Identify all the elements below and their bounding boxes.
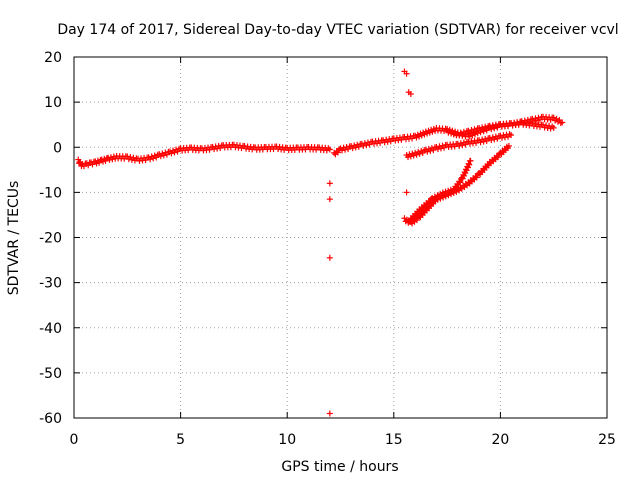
- data-point: [430, 196, 437, 203]
- data-point: [421, 131, 428, 138]
- data-point: [326, 146, 333, 153]
- x-tick-label: 0: [70, 432, 79, 448]
- data-point: [466, 161, 473, 168]
- data-point: [495, 154, 502, 161]
- x-tick-label: 20: [491, 432, 509, 448]
- data-point: [467, 157, 474, 164]
- axis-ticks: [73, 56, 608, 419]
- data-point: [559, 119, 566, 126]
- data-point: [459, 175, 466, 182]
- data-point: [424, 130, 431, 137]
- data-point: [435, 193, 442, 200]
- data-point: [429, 128, 436, 135]
- y-axis-label: SDTVAR / TECUs: [6, 181, 22, 296]
- data-point: [553, 115, 560, 122]
- data-point: [426, 199, 433, 206]
- data-point: [418, 132, 425, 139]
- data-point: [457, 179, 464, 186]
- data-point: [446, 127, 453, 134]
- data-point: [326, 180, 333, 187]
- data-point: [416, 133, 423, 140]
- y-tick-label: -10: [39, 185, 62, 201]
- x-tick-labels: 0 5 10 15 20 25: [70, 432, 616, 448]
- x-tick-label: 10: [278, 432, 296, 448]
- y-tick-label: -30: [39, 276, 62, 292]
- data-point: [446, 189, 453, 196]
- y-tick-label: -60: [39, 411, 62, 427]
- plot-frame: [73, 56, 608, 419]
- data-point: [452, 129, 459, 136]
- data-point: [438, 192, 445, 199]
- x-tick-label: 5: [176, 432, 185, 448]
- y-tick-label: 10: [44, 95, 62, 111]
- data-point: [403, 189, 410, 196]
- y-tick-label: -20: [39, 231, 62, 247]
- chart-title: Day 174 of 2017, Sidereal Day-to-day VTE…: [57, 22, 618, 38]
- data-point: [550, 114, 557, 121]
- data-point: [426, 129, 433, 136]
- data-points: [75, 68, 566, 417]
- data-point: [444, 126, 451, 133]
- y-tick-labels: -60 -50 -40 -30 -20 -10 0 10 20: [39, 50, 62, 427]
- data-point: [96, 159, 103, 166]
- data-point: [505, 142, 512, 149]
- data-point: [460, 172, 467, 179]
- data-point: [326, 254, 333, 261]
- data-point: [403, 70, 410, 77]
- data-point: [433, 195, 440, 202]
- data-point: [443, 190, 450, 197]
- data-point: [326, 410, 333, 417]
- data-point: [407, 91, 414, 98]
- data-point: [463, 167, 470, 174]
- data-point: [462, 170, 469, 177]
- grid-lines: [74, 57, 607, 418]
- data-point: [550, 124, 557, 131]
- data-point: [334, 149, 341, 156]
- data-point: [473, 174, 480, 181]
- data-point: [336, 146, 343, 153]
- y-tick-label: -40: [39, 321, 62, 337]
- x-tick-label: 25: [598, 432, 616, 448]
- data-point: [441, 191, 448, 198]
- data-point: [508, 132, 515, 139]
- y-tick-label: -50: [39, 366, 62, 382]
- x-tick-label: 15: [385, 432, 403, 448]
- data-point: [102, 157, 109, 164]
- x-axis-label: GPS time / hours: [281, 459, 398, 475]
- y-tick-label: 20: [44, 50, 62, 66]
- data-point: [413, 134, 420, 141]
- data-point: [326, 196, 333, 203]
- data-point: [464, 164, 471, 171]
- data-point: [413, 217, 420, 224]
- y-tick-label: 0: [53, 140, 62, 156]
- data-point: [449, 128, 456, 135]
